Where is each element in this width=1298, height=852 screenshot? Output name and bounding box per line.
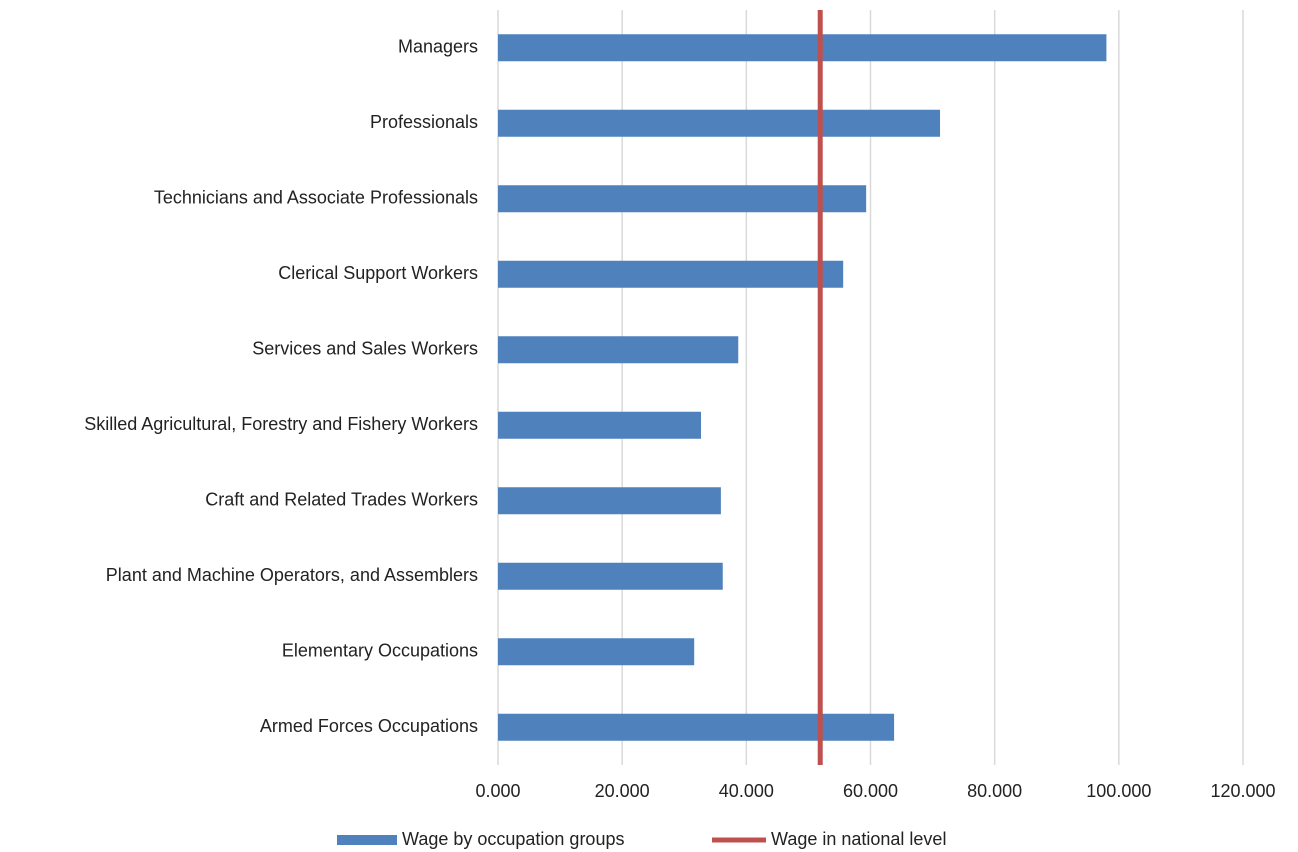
bar xyxy=(498,336,739,364)
legend-label: Wage in national level xyxy=(771,829,946,849)
bar xyxy=(498,713,895,741)
bar xyxy=(498,109,941,137)
legend-swatch xyxy=(337,835,397,845)
x-tick-label: 40.000 xyxy=(719,781,774,801)
y-tick-label: Elementary Occupations xyxy=(282,641,478,661)
bar xyxy=(498,638,695,666)
x-tick-label: 100.000 xyxy=(1086,781,1151,801)
bar xyxy=(498,562,723,590)
y-tick-label: Technicians and Associate Professionals xyxy=(154,188,478,208)
bar xyxy=(498,185,867,213)
legend-label: Wage by occupation groups xyxy=(402,829,624,849)
bar xyxy=(498,487,721,515)
y-tick-label: Professionals xyxy=(370,112,478,132)
y-tick-label: Skilled Agricultural, Forestry and Fishe… xyxy=(84,414,478,434)
y-tick-label: Craft and Related Trades Workers xyxy=(205,490,478,510)
x-tick-label: 80.000 xyxy=(967,781,1022,801)
y-tick-label: Plant and Machine Operators, and Assembl… xyxy=(106,565,478,585)
bar xyxy=(498,411,702,439)
y-tick-label: Services and Sales Workers xyxy=(252,339,478,359)
bar xyxy=(498,260,844,288)
x-tick-label: 0.000 xyxy=(475,781,520,801)
y-tick-label: Managers xyxy=(398,37,478,57)
x-tick-label: 120.000 xyxy=(1210,781,1275,801)
y-tick-label: Clerical Support Workers xyxy=(278,263,478,283)
bar xyxy=(498,34,1107,62)
y-tick-label: Armed Forces Occupations xyxy=(260,716,478,736)
x-tick-label: 20.000 xyxy=(595,781,650,801)
x-tick-label: 60.000 xyxy=(843,781,898,801)
